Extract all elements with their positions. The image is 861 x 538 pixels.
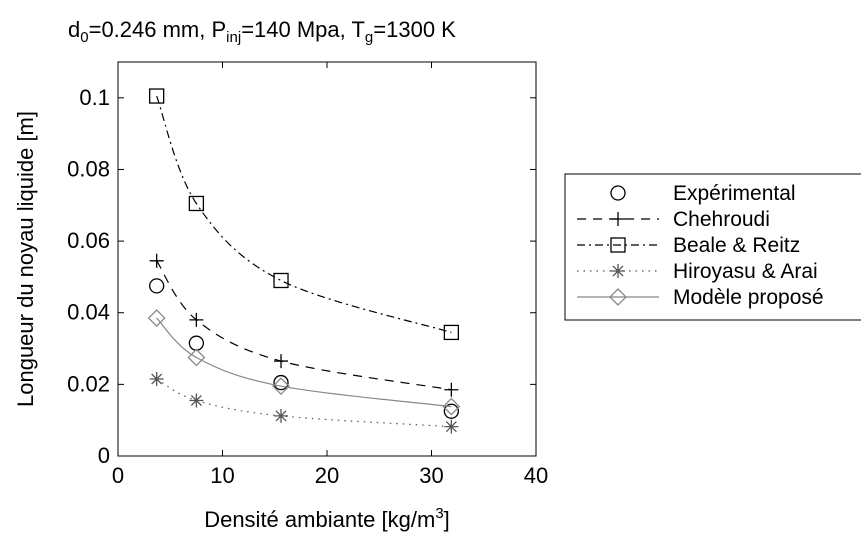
series-4 — [147, 309, 461, 416]
text-part: g — [365, 29, 373, 46]
data-point-plus — [189, 312, 204, 327]
x-axis: 0 10 20 30 40 — [112, 62, 548, 488]
series-1 — [149, 253, 459, 397]
text-part: d — [68, 17, 80, 42]
legend-label: Modèle proposé — [673, 286, 824, 309]
legend-entry: Expérimental — [610, 182, 796, 205]
series-layer — [147, 88, 461, 434]
y-tick-label: 0.08 — [67, 156, 110, 181]
data-point-square — [149, 88, 165, 104]
series-line — [156, 95, 452, 334]
data-point-circle — [273, 374, 289, 391]
legend-label: Beale & Reitz — [673, 234, 800, 257]
data-point-square — [273, 272, 289, 289]
data-point-plus — [274, 354, 289, 369]
legend-entry: Hiroyasu & Arai — [577, 260, 818, 283]
data-point-circle — [443, 403, 460, 419]
data-point-asterisk — [149, 371, 164, 386]
legend-label: Expérimental — [673, 182, 796, 205]
legend-label: Hiroyasu & Arai — [673, 260, 818, 283]
data-point-plus — [611, 212, 625, 226]
text-part: =0.246 mm, P — [89, 17, 227, 42]
data-point-asterisk — [189, 393, 204, 408]
y-tick-label: 0.06 — [67, 228, 110, 253]
series-3 — [149, 371, 459, 434]
data-point-square — [443, 324, 460, 341]
x-tick-label: 20 — [315, 463, 339, 488]
data-point-square — [610, 237, 626, 253]
data-point-diamond — [442, 397, 461, 416]
y-tick-label: 0.1 — [79, 85, 110, 110]
data-point-square — [188, 195, 205, 212]
legend-entry: Beale & Reitz — [577, 234, 800, 257]
chart-title: d0=0.246 mm, Pinj=140 Mpa, Tg=1300 K — [68, 17, 456, 46]
y-axis: 0 0.02 0.04 0.06 0.08 0.1 — [67, 85, 536, 468]
data-point-plus — [444, 382, 459, 397]
data-point-circle — [149, 278, 165, 294]
series-0 — [149, 278, 460, 419]
text-part: =140 Mpa, T — [241, 17, 365, 42]
data-point-asterisk — [274, 408, 289, 423]
y-tick-label: 0.02 — [67, 371, 110, 396]
x-tick-label: 0 — [112, 463, 124, 488]
data-point-diamond — [187, 348, 206, 367]
data-point-diamond — [609, 288, 627, 306]
plot-area — [117, 61, 537, 457]
text-part: Densité ambiante [kg/m — [204, 507, 435, 532]
data-point-asterisk — [444, 419, 459, 434]
series-line — [156, 317, 452, 408]
x-tick-label: 10 — [210, 463, 234, 488]
series-2 — [149, 88, 460, 341]
data-point-plus — [149, 253, 164, 268]
data-point-circle — [610, 185, 626, 201]
y-tick-label: 0.04 — [67, 300, 110, 325]
x-tick-label: 40 — [524, 463, 548, 488]
series-line — [156, 260, 452, 391]
legend-entry: Chehroudi — [577, 208, 770, 231]
data-point-diamond — [272, 377, 290, 396]
y-tick-label: 0 — [98, 443, 110, 468]
series-line — [156, 378, 452, 428]
text-part: ] — [444, 507, 450, 532]
x-tick-label: 30 — [419, 463, 443, 488]
y-axis-label: Longueur du noyau liquide [m] — [13, 111, 38, 407]
text-part: 0 — [80, 29, 88, 46]
legend-entry: Modèle proposé — [577, 286, 824, 309]
text-part: =1300 K — [373, 17, 456, 42]
data-point-diamond — [147, 309, 166, 328]
text-part: 3 — [435, 505, 443, 522]
data-point-asterisk — [611, 264, 625, 278]
legend-label: Chehroudi — [673, 208, 770, 231]
x-axis-label: Densité ambiante [kg/m3] — [204, 505, 450, 532]
text-part: inj — [226, 29, 241, 46]
legend: Expérimental Chehroudi Beale & Reitz Hiroya… — [564, 173, 861, 321]
